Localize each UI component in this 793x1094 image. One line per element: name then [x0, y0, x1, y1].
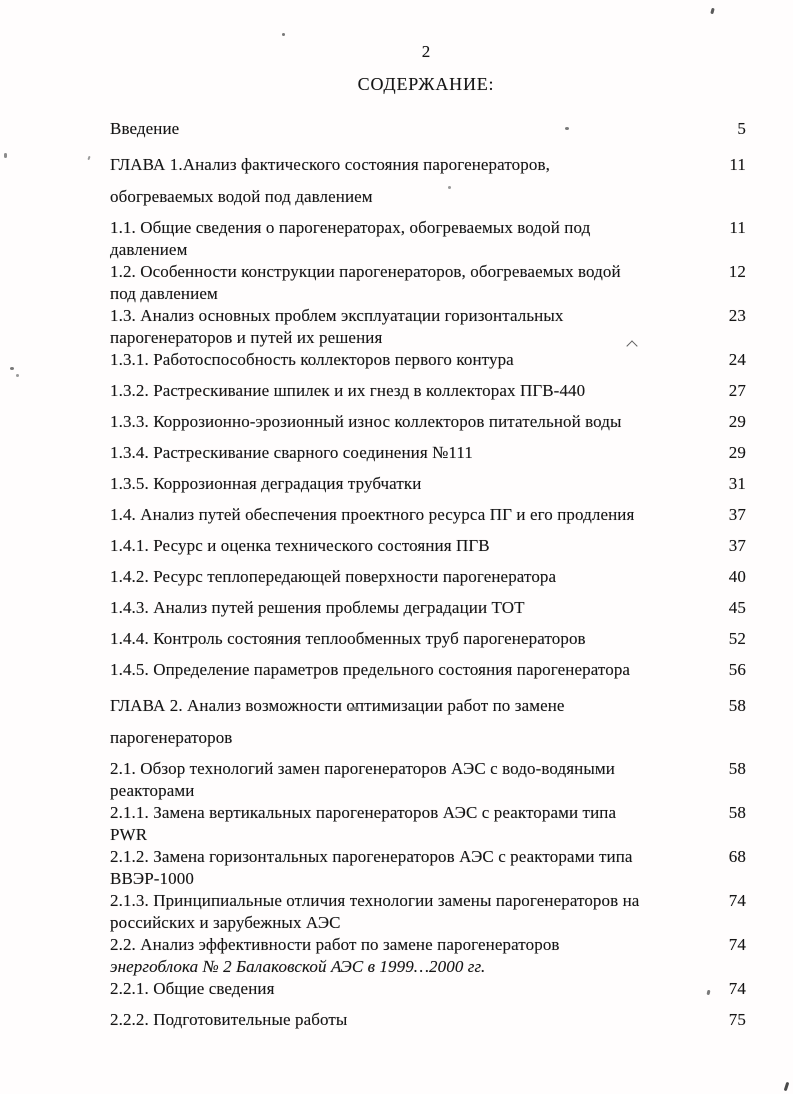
toc-entry-text: 2.1.3. Принципиальные отличия технологии… [110, 891, 640, 910]
toc-entry-text: парогенераторов [110, 728, 233, 747]
toc-entry-page: 37 [728, 536, 746, 555]
toc-entry-text: обогреваемых водой под давлением [110, 187, 373, 206]
toc-entry-page: 58 [728, 759, 746, 778]
toc-entry-page: 56 [728, 660, 746, 679]
toc-entry-text: 2.1.2. Замена горизонтальных парогенерат… [110, 847, 633, 866]
toc-entry-text: 1.1. Общие сведения о парогенераторах, о… [110, 218, 591, 237]
toc-entry-page: 40 [728, 567, 746, 586]
toc-entry-page: 12 [728, 262, 746, 281]
toc-entry-page: 27 [728, 381, 746, 400]
toc-entry: 1.4.1. Ресурс и оценка технического сост… [110, 535, 746, 557]
toc-entry: 1.3.5. Коррозионная деградация трубчатки… [110, 473, 746, 495]
toc-entry-text: парогенераторов и путей их решения [110, 327, 383, 347]
toc-entry: 1.4.3. Анализ путей решения проблемы дег… [110, 597, 746, 619]
toc-entry-text: 1.3. Анализ основных проблем эксплуатаци… [110, 306, 564, 325]
toc-entry-text: российских и зарубежных АЭС [110, 912, 341, 932]
toc-entry-text: ГЛАВА 1.Анализ фактического состояния па… [110, 155, 550, 174]
toc-entry: 2.1.3. Принципиальные отличия технологии… [110, 890, 746, 933]
toc-entry-page: 5 [737, 119, 746, 138]
toc-entry-text: реакторами [110, 780, 195, 800]
toc-entry-page: 74 [728, 891, 746, 910]
scan-speck [4, 153, 7, 158]
toc-entry-page: 29 [728, 412, 746, 431]
toc-entry-page: 58 [728, 803, 746, 822]
toc-entry-text: 1.3.1. Работоспособность коллекторов пер… [110, 350, 514, 369]
toc-entry-text: Введение [110, 119, 180, 138]
toc-entry-page: 68 [728, 847, 746, 866]
toc-entry: 1.4.4. Контроль состояния теплообменных … [110, 628, 746, 650]
scan-speck [87, 155, 91, 161]
toc-entry: ГЛАВА 2. Анализ возможности оптимизации … [110, 690, 746, 754]
toc-entry-text: ВВЭР-1000 [110, 868, 194, 888]
scan-speck [448, 186, 451, 189]
toc-entry-text: давлением [110, 239, 188, 259]
toc-entry-page: 74 [728, 979, 746, 998]
scan-speck [10, 367, 14, 370]
toc-entry: 2.1. Обзор технологий замен парогенерато… [110, 758, 746, 801]
toc-entry-text: 2.1. Обзор технологий замен парогенерато… [110, 759, 615, 778]
toc-entry: 1.3.1. Работоспособность коллекторов пер… [110, 349, 746, 371]
toc-entry-text: 1.3.5. Коррозионная деградация трубчатки [110, 474, 422, 493]
toc-entry-page: 11 [729, 155, 746, 174]
toc-entry: 1.3.2. Растрескивание шпилек и их гнезд … [110, 380, 746, 402]
toc-entry-page: 11 [729, 218, 746, 237]
toc-entry-text: 2.2.2. Подготовительные работы [110, 1010, 348, 1029]
toc-entry-text: 1.4.3. Анализ путей решения проблемы дег… [110, 598, 525, 617]
toc-entry-text: 1.4.5. Определение параметров предельног… [110, 660, 631, 679]
scan-speck [565, 127, 569, 130]
toc-entry: 2.2.1. Общие сведения 74 [110, 978, 746, 1000]
scan-speck [282, 33, 285, 36]
toc-entry: 1.3.3. Коррозионно-эрозионный износ колл… [110, 411, 746, 433]
toc-entry: 1.4. Анализ путей обеспечения проектного… [110, 504, 746, 526]
toc-entry-page: 23 [728, 306, 746, 325]
toc-entry-text: ГЛАВА 2. Анализ возможности оптимизации … [110, 696, 565, 715]
toc-entry: Введение 5 [110, 118, 746, 140]
page-number: 2 [421, 42, 431, 61]
toc-entry: 1.4.2. Ресурс теплопередающей поверхност… [110, 566, 746, 588]
toc-entry-text: 1.2. Особенности конструкции парогенерат… [110, 262, 621, 281]
toc-entry-page: 75 [728, 1010, 746, 1029]
toc-entry-page: 45 [728, 598, 746, 617]
toc-entry: 1.3.4. Растрескивание сварного соединени… [110, 442, 746, 464]
toc-entry-text: 1.3.2. Растрескивание шпилек и их гнезд … [110, 381, 586, 400]
toc-entry-page: 52 [728, 629, 746, 648]
scan-speck [783, 1081, 790, 1092]
table-of-contents: Введение 5 ГЛАВА 1.Анализ фактического с… [110, 118, 746, 1040]
toc-entry: 1.4.5. Определение параметров предельног… [110, 659, 746, 681]
toc-entry-text: энергоблока № 2 Балаковской АЭС в 1999…2… [110, 956, 486, 976]
toc-entry-text: 1.4.2. Ресурс теплопередающей поверхност… [110, 567, 557, 586]
toc-entry: 2.2.2. Подготовительные работы 75 [110, 1009, 746, 1031]
toc-entry-text: 1.4. Анализ путей обеспечения проектного… [110, 505, 635, 524]
toc-entry-text: 2.2.1. Общие сведения [110, 979, 275, 998]
toc-entry-page: 74 [728, 935, 746, 954]
toc-entry-text: 1.4.4. Контроль состояния теплообменных … [110, 629, 586, 648]
toc-entry-text: PWR [110, 824, 148, 844]
toc-entry-text: 1.4.1. Ресурс и оценка технического сост… [110, 536, 490, 555]
toc-entry: 2.2. Анализ эффективности работ по замен… [110, 934, 746, 977]
toc-entry-page: 29 [728, 443, 746, 462]
toc-entry-text: 1.3.4. Растрескивание сварного соединени… [110, 443, 473, 462]
toc-entry-text: 2.2. Анализ эффективности работ по замен… [110, 935, 560, 954]
toc-entry-text: 1.3.3. Коррозионно-эрозионный износ колл… [110, 412, 622, 431]
toc-entry: 1.1. Общие сведения о парогенераторах, о… [110, 217, 746, 260]
toc-entry: 1.3. Анализ основных проблем эксплуатаци… [110, 305, 746, 348]
page-title: СОДЕРЖАНИЕ: [357, 74, 495, 94]
toc-entry-page: 31 [728, 474, 746, 493]
toc-entry-page: 58 [728, 696, 746, 715]
scan-speck [16, 374, 19, 377]
toc-entry-page: 37 [728, 505, 746, 524]
toc-entry-text: 2.1.1. Замена вертикальных парогенератор… [110, 803, 617, 822]
toc-entry-page: 24 [728, 350, 746, 369]
scan-speck [710, 7, 715, 15]
toc-entry: 2.1.1. Замена вертикальных парогенератор… [110, 802, 746, 845]
toc-entry: ГЛАВА 1.Анализ фактического состояния па… [110, 149, 746, 213]
toc-entry: 1.2. Особенности конструкции парогенерат… [110, 261, 746, 304]
toc-entry: 2.1.2. Замена горизонтальных парогенерат… [110, 846, 746, 889]
toc-entry-text: под давлением [110, 283, 218, 303]
